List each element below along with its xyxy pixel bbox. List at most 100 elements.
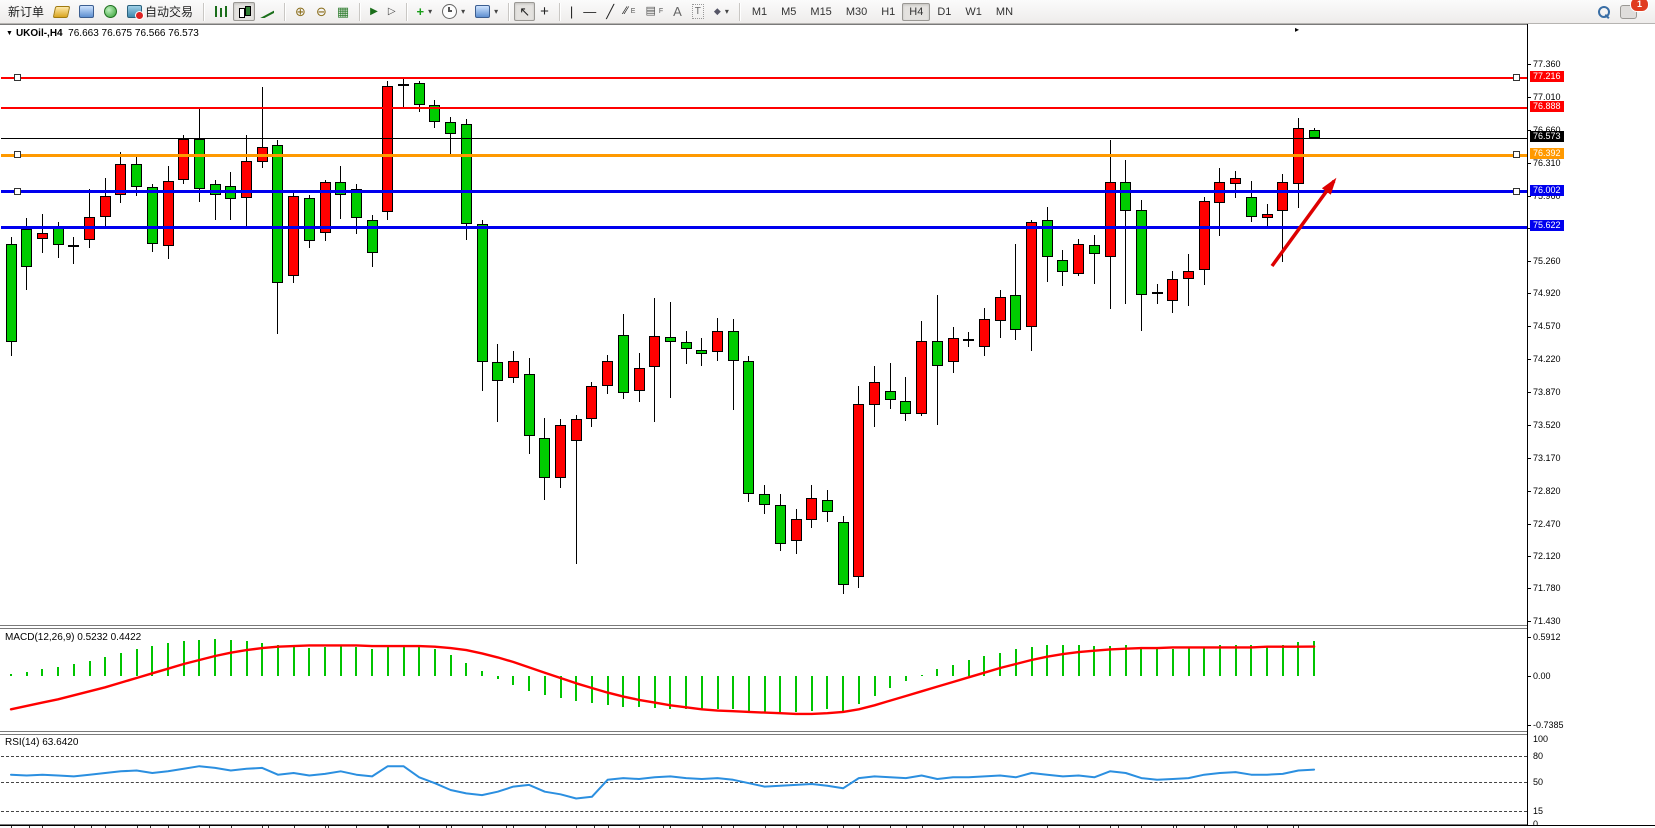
timeframe-w1[interactable]: W1 [965,5,982,18]
time-axis-minor-tick [1047,826,1049,828]
candle-wick [1235,171,1237,199]
macd-histogram-bar [481,670,483,676]
line-handle[interactable] [14,151,21,159]
periods-button[interactable]: ▾ [437,1,470,22]
clock-icon [442,4,458,19]
line-handle[interactable] [14,74,21,82]
time-axis-tick [150,826,151,828]
macd-histogram-bar [104,657,107,676]
price-tick [1527,391,1531,393]
horizontal-line[interactable] [1,190,1527,194]
candle [413,82,425,106]
chevron-down-icon: ▾ [428,7,433,16]
macd-histogram-bar [72,664,75,676]
price-tick [1527,523,1531,525]
macd-histogram-bar [339,646,342,676]
line-handle[interactable] [14,188,21,196]
time-axis-tick [91,826,92,828]
annotation-arrow-shaft[interactable] [1270,179,1336,268]
vline-tool-button[interactable]: | [569,4,574,19]
candle [947,338,959,362]
templates-button[interactable]: ▾ [470,2,503,21]
time-axis-tick [1176,826,1177,828]
line-handle[interactable] [1513,188,1520,196]
candle [288,195,300,277]
line-handle[interactable] [1513,151,1520,159]
horizontal-line[interactable] [1,153,1527,157]
price-tick-label: 74.220 [1533,354,1561,365]
candle [837,521,849,585]
rsi-axis-label: 50 [1533,776,1544,787]
tile-windows-button[interactable]: ▦ [336,4,350,19]
macd-tick [1527,636,1531,638]
notifications-button[interactable]: 1 [1615,0,1649,22]
macd-histogram-bar [1218,645,1221,676]
trendline-tool-button[interactable]: ╱ [606,4,615,19]
candle [335,182,347,195]
candle [272,144,284,283]
time-axis-tick [1293,826,1294,828]
price-line-label: 77.216 [1530,70,1564,82]
timeframe-h1[interactable]: H1 [881,5,896,18]
candlestick-chart-button[interactable] [233,2,256,21]
candle [1041,220,1053,257]
price-tick [1527,621,1531,623]
timeframe-group: M1 M5 M15 M30 H1 H4 D1 W1 MN [742,0,1023,23]
macd-histogram-bar [1234,644,1237,676]
candle [21,229,33,267]
candle [131,163,143,188]
macd-axis-label: -0.7385 [1533,720,1564,731]
rsi-label: RSI(14) 63.6420 [5,737,79,748]
market-watch-button[interactable] [74,2,99,21]
arrows-tool-button[interactable]: ◆ ▾ [713,6,729,16]
zoom-out-button[interactable]: ⊖ [315,4,327,19]
cursor-tool-button[interactable]: ↖ [514,2,536,21]
indicators-button[interactable]: + ▾ [416,4,433,19]
timeframe-m30[interactable]: M30 [845,5,868,18]
line-handle[interactable] [1513,74,1520,82]
candle [178,139,190,181]
macd-histogram-bar [261,642,264,677]
macd-histogram-bar [685,676,688,710]
timeframe-m5[interactable]: M5 [781,5,797,18]
horizontal-line[interactable] [1,137,1527,139]
hline-tool-button[interactable]: — [583,4,597,19]
bar-chart-button[interactable] [209,2,233,21]
timeframe-h4[interactable]: H4 [902,2,931,21]
price-line-label: 75.622 [1530,220,1564,232]
macd-histogram-bar [952,664,954,676]
price-tick-label: 74.570 [1533,321,1561,332]
candle [115,163,127,196]
chart-shift-button[interactable]: ▷ [387,6,396,17]
crosshair-tool-button[interactable]: + [540,3,549,20]
horizontal-line[interactable] [1,76,1527,79]
channel-tool-button[interactable]: ∕∕ E [624,5,636,17]
time-axis-minor-tick [1172,826,1174,828]
zoom-in-button[interactable]: ⊕ [295,4,306,19]
candle [680,342,692,349]
horizontal-line[interactable] [1,107,1527,110]
signals-button[interactable] [99,2,122,21]
macd-histogram-bar [386,646,389,676]
timeframe-m1[interactable]: M1 [751,5,768,18]
timeframe-d1[interactable]: D1 [937,5,952,18]
collapse-triangle-icon: ▼ [6,30,13,37]
fibonacci-tool-button[interactable]: ▤ F [645,5,664,17]
new-order-button[interactable]: 新订单 [8,5,45,19]
macd-histogram-bar [543,676,546,695]
time-axis-minor-tick [325,826,326,828]
label-tool-button[interactable]: T [687,1,709,22]
text-tool-button[interactable]: A [673,4,682,19]
time-axis[interactable]: 15 Jun 202316 Jun 04:0016 Jun 20:0019 Ju… [0,825,1655,828]
candle-wick [497,344,499,422]
search-button[interactable] [1593,3,1615,21]
time-axis-minor-tick [701,826,703,828]
timeframe-m15[interactable]: M15 [810,5,832,18]
horizontal-line[interactable] [1,225,1527,229]
auto-scroll-button[interactable]: ▶ [370,6,378,17]
autotrading-button[interactable]: 自动交易 [122,0,198,23]
macd-histogram-bar [653,676,656,708]
price-tick [1527,195,1531,197]
timeframe-mn[interactable]: MN [995,5,1014,18]
